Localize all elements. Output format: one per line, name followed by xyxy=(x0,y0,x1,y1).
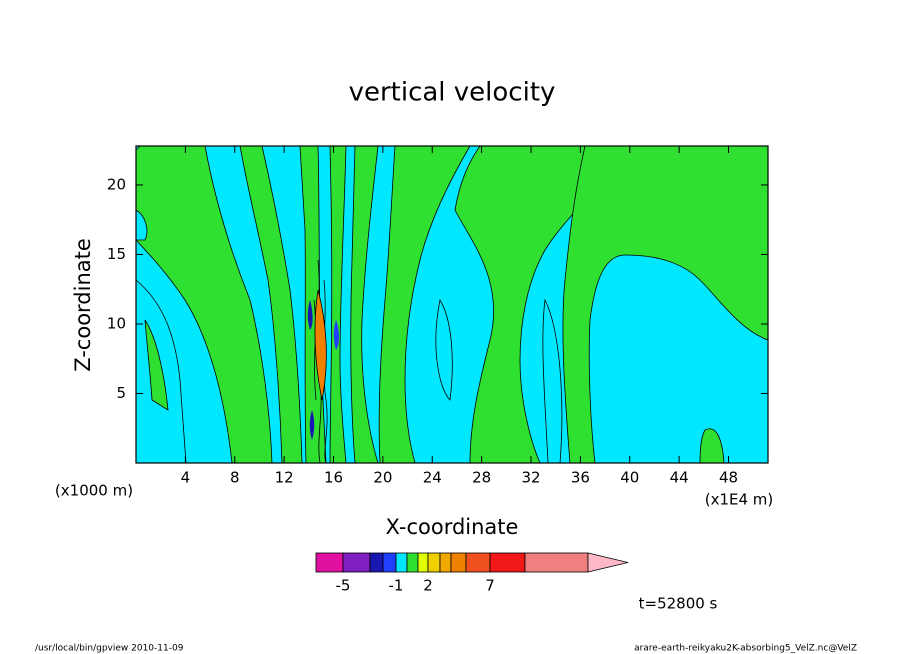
y-tick-label: 5 xyxy=(116,384,126,402)
colorbar-tick-label: -5 xyxy=(336,577,351,595)
x-tick-label: 12 xyxy=(275,469,294,487)
y-axis-title: Z-coordinate xyxy=(71,238,95,372)
colorbar-extension xyxy=(587,552,629,573)
colorbar-segment xyxy=(315,552,344,573)
colorbar-segment xyxy=(382,552,397,573)
colorbar-tick-label: 2 xyxy=(423,577,433,595)
x-tick-label: 4 xyxy=(181,469,191,487)
y-tick-label: 15 xyxy=(107,245,126,263)
x-tick-label: 16 xyxy=(324,469,343,487)
colorbar-segment xyxy=(395,552,408,573)
plot-frame xyxy=(135,145,769,464)
footer-left: /usr/local/bin/gpview 2010-11-09 xyxy=(35,644,184,654)
y-unit: (x1E4 m) xyxy=(705,491,774,509)
x-tick-label: 48 xyxy=(719,469,738,487)
x-tick-label: 24 xyxy=(423,469,442,487)
colorbar-tick-label: 7 xyxy=(485,577,495,595)
colorbar-segment xyxy=(427,552,441,573)
colorbar-segment xyxy=(489,552,526,573)
colorbar-segment xyxy=(450,552,467,573)
colorbar: -5 -1 2 7 xyxy=(315,552,629,595)
x-unit: (x1000 m) xyxy=(55,482,133,500)
x-tick-label: 36 xyxy=(571,469,590,487)
x-tick-label: 32 xyxy=(521,469,540,487)
time-label: t=52800 s xyxy=(639,595,718,613)
colorbar-segment xyxy=(417,552,429,573)
x-tick-label: 40 xyxy=(620,469,639,487)
y-tick-label: 20 xyxy=(107,175,126,193)
x-tick-label: 28 xyxy=(472,469,491,487)
contour-field xyxy=(135,145,769,464)
colorbar-segment xyxy=(524,552,589,573)
chart-title: vertical velocity xyxy=(349,78,556,108)
x-axis-title: X-coordinate xyxy=(386,515,519,539)
colorbar-segment xyxy=(369,552,384,573)
colorbar-segment xyxy=(342,552,371,573)
colorbar-segment xyxy=(439,552,452,573)
x-tick-label: 44 xyxy=(670,469,689,487)
x-tick-label: 8 xyxy=(230,469,240,487)
central-extremes xyxy=(307,289,339,440)
colorbar-segment xyxy=(406,552,419,573)
footer-right: arare-earth-reikyaku2K-absorbing5_VelZ.n… xyxy=(634,644,857,654)
x-tick-label: 20 xyxy=(373,469,392,487)
y-tick-label: 10 xyxy=(107,314,126,332)
colorbar-tick-label: -1 xyxy=(389,577,404,595)
colorbar-segment xyxy=(465,552,491,573)
